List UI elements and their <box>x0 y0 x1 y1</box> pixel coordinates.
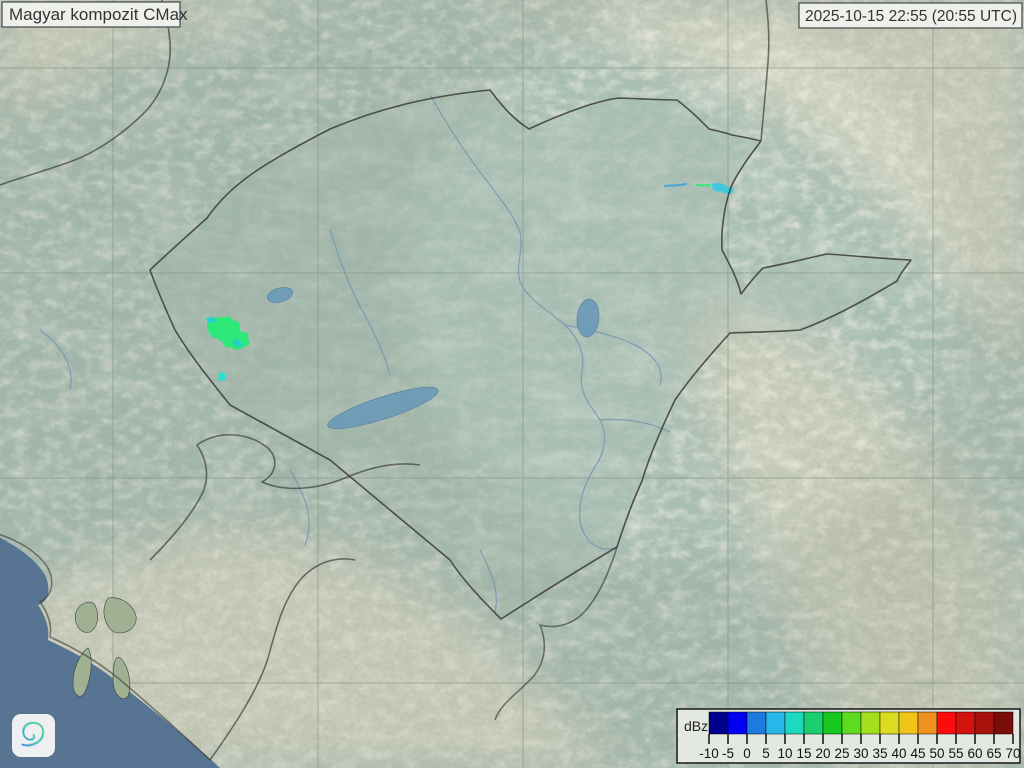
svg-text:20: 20 <box>815 746 830 761</box>
svg-text:45: 45 <box>910 746 925 761</box>
svg-text:-10: -10 <box>699 746 719 761</box>
svg-text:5: 5 <box>762 746 770 761</box>
svg-text:70: 70 <box>1005 746 1020 761</box>
svg-text:2025-10-15 22:55 (20:55 UTC): 2025-10-15 22:55 (20:55 UTC) <box>805 8 1017 25</box>
svg-text:65: 65 <box>986 746 1001 761</box>
svg-text:55: 55 <box>948 746 963 761</box>
svg-text:25: 25 <box>834 746 849 761</box>
svg-text:50: 50 <box>929 746 944 761</box>
svg-text:10: 10 <box>777 746 792 761</box>
svg-text:30: 30 <box>853 746 868 761</box>
svg-text:Magyar kompozit CMax: Magyar kompozit CMax <box>9 5 188 24</box>
svg-text:0: 0 <box>743 746 751 761</box>
svg-text:35: 35 <box>872 746 887 761</box>
svg-text:15: 15 <box>796 746 811 761</box>
svg-text:60: 60 <box>967 746 982 761</box>
svg-text:dBz: dBz <box>684 718 708 734</box>
svg-text:40: 40 <box>891 746 906 761</box>
svg-text:-5: -5 <box>722 746 734 761</box>
